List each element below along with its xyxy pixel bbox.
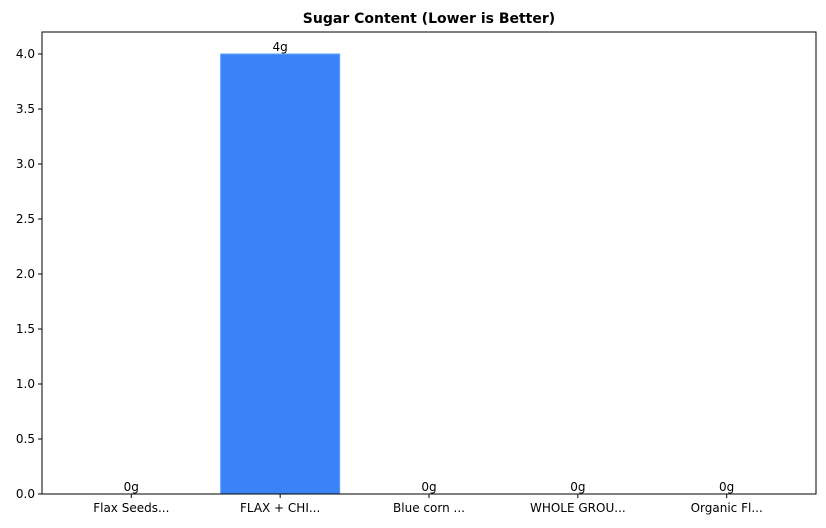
bar [220,53,341,495]
data-label: 0g [124,480,139,494]
axes-frame [41,31,817,495]
y-tick-label: 4.0 [16,47,35,61]
y-tick-label: 3.5 [16,102,35,116]
x-tick-label: Blue corn ... [393,501,465,515]
x-tick-label: Organic Fl... [691,501,763,515]
y-tick-label: 0.0 [16,487,35,501]
x-tick-label: FLAX + CHI... [240,501,320,515]
data-label: 0g [570,480,585,494]
data-label: 0g [719,480,734,494]
chart-title: Sugar Content (Lower is Better) [303,11,555,27]
plot-area: 0g 4g 0g 0g 0g 0.0 0.5 1.0 1.5 2.0 2.5 3.0 3.5 4.0 Fla… [16,31,817,515]
y-tick-label: 0.5 [16,432,35,446]
y-tick-label: 2.5 [16,212,35,226]
y-tick-label: 1.0 [16,377,35,391]
y-tick-label: 2.0 [16,267,35,281]
x-tick-label: WHOLE GROU... [530,501,626,515]
data-label: 0g [421,480,436,494]
y-tick-label: 1.5 [16,322,35,336]
x-tick-label: Flax Seeds... [93,501,169,515]
y-tick-label: 3.0 [16,157,35,171]
data-label: 4g [273,40,288,54]
